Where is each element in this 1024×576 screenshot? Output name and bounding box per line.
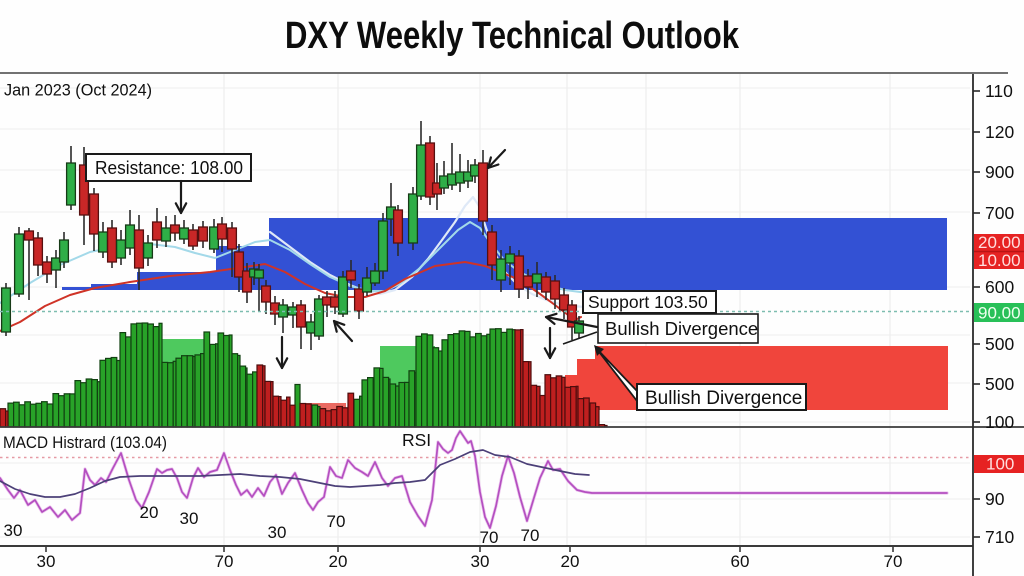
svg-text:10.00: 10.00 xyxy=(978,251,1021,270)
svg-text:MACD Histrard (103.04): MACD Histrard (103.04) xyxy=(3,433,167,452)
svg-text:Jan 2023 (Oct 2024): Jan 2023 (Oct 2024) xyxy=(4,81,152,100)
svg-text:20: 20 xyxy=(561,552,580,571)
svg-text:RSI: RSI xyxy=(402,430,431,450)
svg-text:110: 110 xyxy=(985,81,1013,101)
svg-text:20.00: 20.00 xyxy=(978,233,1021,252)
svg-text:Bullish Divergence: Bullish Divergence xyxy=(605,318,758,339)
svg-text:70: 70 xyxy=(215,552,234,571)
svg-text:Bullish Divergence: Bullish Divergence xyxy=(645,388,802,409)
svg-text:70: 70 xyxy=(327,512,346,531)
svg-text:Resistance: 108.00: Resistance: 108.00 xyxy=(95,157,243,178)
svg-text:30: 30 xyxy=(4,521,23,540)
svg-text:500: 500 xyxy=(985,334,1014,354)
svg-text:90.00: 90.00 xyxy=(978,304,1021,323)
svg-text:20: 20 xyxy=(329,552,348,571)
svg-text:700: 700 xyxy=(985,203,1014,223)
svg-text:60: 60 xyxy=(731,552,750,571)
svg-text:20: 20 xyxy=(140,503,159,522)
svg-text:90: 90 xyxy=(985,489,1005,509)
svg-text:DXY Weekly Technical Outlook: DXY Weekly Technical Outlook xyxy=(285,15,740,57)
svg-text:100: 100 xyxy=(985,412,1014,432)
svg-text:30: 30 xyxy=(268,523,287,542)
svg-text:710: 710 xyxy=(985,527,1014,547)
svg-text:500: 500 xyxy=(985,374,1014,394)
svg-text:30: 30 xyxy=(180,509,199,528)
svg-text:70: 70 xyxy=(884,552,903,571)
svg-text:70: 70 xyxy=(521,526,540,545)
svg-text:30: 30 xyxy=(471,552,490,571)
svg-text:70: 70 xyxy=(480,528,499,547)
svg-text:100: 100 xyxy=(986,455,1014,474)
svg-text:900: 900 xyxy=(985,162,1014,182)
svg-text:Support 103.50: Support 103.50 xyxy=(588,292,708,312)
svg-text:600: 600 xyxy=(985,277,1014,297)
svg-text:30: 30 xyxy=(37,552,56,571)
svg-text:120: 120 xyxy=(985,122,1014,142)
